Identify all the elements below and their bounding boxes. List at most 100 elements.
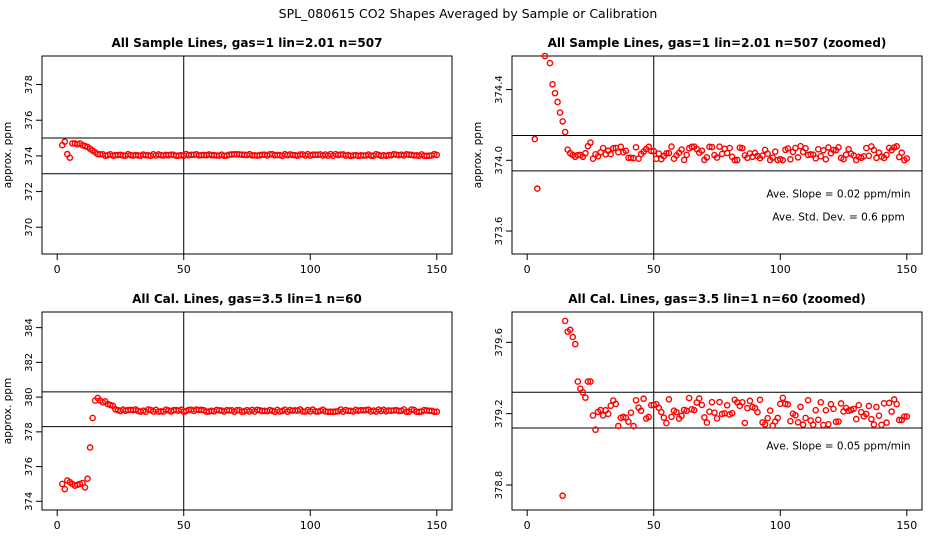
data-point: [802, 414, 809, 422]
data-point: [566, 326, 574, 334]
data-point: [870, 421, 878, 428]
figure-title: SPL_080615 CO2 Shapes Averaged by Sample…: [279, 6, 658, 21]
data-point: [582, 149, 589, 157]
x-tick-label: 0: [524, 263, 531, 276]
data-point: [66, 154, 74, 161]
x-tick-label: 150: [896, 519, 917, 532]
chart-title: All Cal. Lines, gas=3.5 lin=1 n=60 (zoom…: [568, 292, 866, 306]
data-point: [754, 408, 761, 416]
data-point: [733, 156, 741, 164]
y-tick-label: 382: [24, 353, 35, 372]
data-point: [663, 419, 670, 427]
data-point: [668, 143, 675, 150]
chart-panel-4: All Cal. Lines, gas=3.5 lin=1 n=60 (zoom…: [494, 292, 923, 532]
data-point: [708, 143, 716, 151]
data-point: [698, 147, 706, 154]
data-point: [647, 147, 655, 155]
x-tick-label: 50: [647, 519, 661, 532]
x-tick-label: 50: [647, 263, 661, 276]
data-point: [787, 417, 794, 425]
y-tick-label: 384: [24, 318, 35, 337]
data-point: [665, 396, 673, 403]
data-point: [551, 89, 559, 97]
x-tick-label: 50: [177, 263, 191, 276]
data-point: [903, 155, 911, 162]
data-point: [731, 156, 739, 164]
chart-panel-2: All Sample Lines, gas=1 lin=2.01 n=507 (…: [472, 36, 923, 276]
data-point: [614, 422, 622, 430]
data-point: [883, 151, 890, 159]
data-point: [835, 418, 842, 425]
data-point: [645, 413, 652, 421]
data-point: [433, 151, 441, 159]
data-point: [589, 412, 597, 419]
data-point: [665, 149, 673, 157]
data-point: [830, 405, 837, 413]
data-point: [726, 144, 733, 152]
data-point: [84, 475, 91, 483]
plot-frame: [41, 55, 453, 255]
data-point: [592, 426, 599, 434]
data-point: [868, 415, 875, 423]
data-point: [764, 150, 771, 157]
x-tick-label: 100: [770, 519, 791, 532]
data-point: [650, 147, 658, 155]
data-point: [900, 413, 908, 420]
x-tick-label: 50: [177, 519, 191, 532]
data-point: [875, 412, 883, 419]
data-point: [635, 155, 642, 163]
y-tick-label: 374: [24, 146, 35, 165]
data-point: [685, 394, 693, 402]
x-tick-label: 100: [770, 263, 791, 276]
y-tick-label: 378.8: [494, 471, 505, 500]
data-point: [837, 400, 845, 407]
data-point: [678, 146, 685, 153]
y-tick-label: 376: [24, 457, 35, 476]
plot-frame: [41, 311, 453, 511]
data-point: [706, 143, 713, 151]
data-point: [617, 143, 625, 151]
y-tick-label: 380: [24, 388, 35, 407]
data-point: [554, 98, 561, 106]
data-point: [716, 398, 723, 406]
data-point: [739, 398, 746, 406]
y-axis-label: approx. ppm: [472, 122, 484, 188]
chart-title: All Cal. Lines, gas=3.5 lin=1 n=60: [132, 292, 362, 306]
chart-title: All Sample Lines, gas=1 lin=2.01 n=507 (…: [548, 36, 887, 50]
data-point: [690, 406, 698, 414]
data-point: [698, 401, 706, 409]
data-point: [819, 421, 827, 429]
data-point: [812, 406, 820, 414]
x-tick-label: 0: [54, 519, 61, 532]
data-point: [817, 398, 825, 406]
data-point: [534, 185, 541, 192]
data-point: [609, 145, 617, 152]
chart-annotation: Ave. Slope = 0.02 ppm/min: [766, 188, 910, 200]
data-point: [541, 52, 549, 60]
data-point: [569, 333, 577, 341]
data-point: [703, 419, 711, 426]
data-point: [430, 408, 438, 416]
data-point: [658, 408, 665, 416]
data-point: [832, 418, 840, 426]
chart-annotation: Ave. Std. Dev. = 0.6 ppm: [772, 211, 904, 223]
data-point: [640, 395, 647, 403]
x-tick-label: 150: [426, 519, 447, 532]
data-point: [817, 153, 825, 160]
x-tick-label: 150: [426, 263, 447, 276]
data-point: [673, 408, 680, 416]
data-point: [713, 154, 721, 161]
chart-annotation: Ave. Slope = 0.05 ppm/min: [766, 440, 910, 452]
data-point: [863, 410, 870, 418]
data-point: [703, 154, 711, 161]
y-tick-label: 374.0: [494, 146, 505, 175]
y-tick-label: 376: [24, 111, 35, 130]
data-point: [792, 411, 799, 419]
data-point: [728, 409, 736, 417]
data-point: [797, 403, 804, 411]
data-point: [804, 396, 812, 404]
data-point: [784, 145, 792, 152]
data-point: [678, 412, 685, 420]
data-point: [814, 416, 822, 424]
